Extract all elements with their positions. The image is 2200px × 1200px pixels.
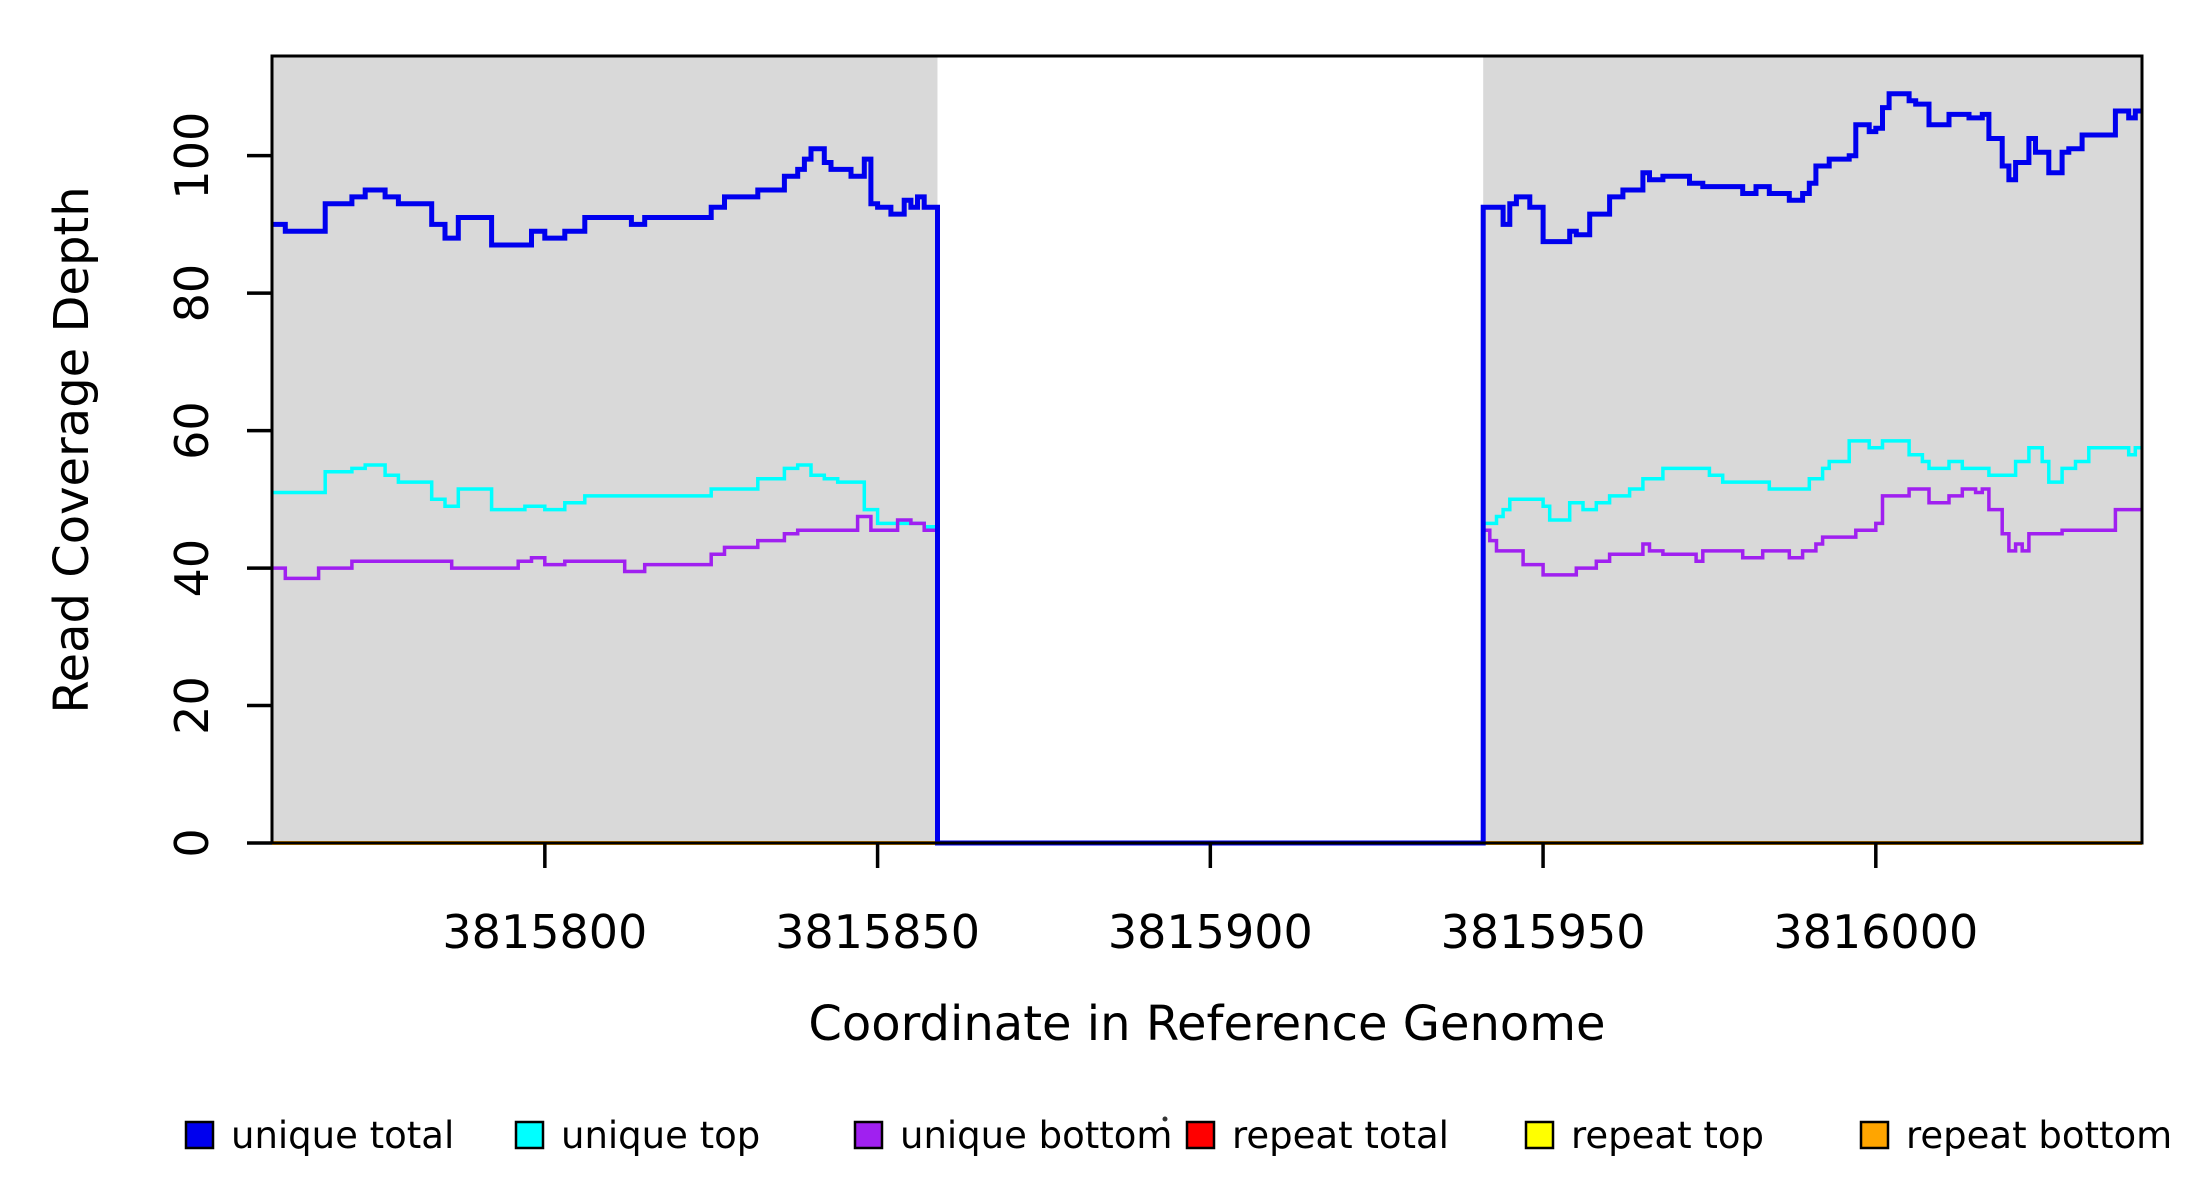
x-axis-tick-label: 3815900 [1108,905,1313,959]
legend-swatch-unique-bottom [853,1120,884,1150]
x-axis-tick-label: 3815950 [1441,905,1646,959]
legend-item: repeat total [1185,1114,1449,1157]
y-axis-title: Read Coverage Depth [44,186,100,713]
legend-label-unique-bottom: unique bottom [900,1114,1172,1157]
series-unique-bottom [272,487,2142,845]
legend-item: repeat top [1524,1114,1764,1157]
legend-label-repeat-bottom: repeat bottom [1906,1114,2172,1157]
legend-swatch-repeat-top [1524,1120,1555,1150]
stray-dot [1162,1116,1168,1122]
y-axis-tick-label: 80 [165,264,219,323]
background-regions [272,56,2142,843]
axes: 3815800 3815850 3815900 3815950 3816000 0 20 40… [165,112,1978,959]
y-axis-tick-label: 60 [165,401,219,460]
legend-item: unique bottom [853,1114,1172,1157]
y-axis-tick-label: 40 [165,539,219,598]
x-axis-tick-label: 3815850 [775,905,980,959]
legend-label-repeat-total: repeat total [1232,1114,1449,1157]
legend-label-unique-total: unique total [231,1114,454,1157]
legend-swatch-repeat-total [1185,1120,1216,1150]
legend-swatch-unique-total [184,1120,215,1150]
legend-swatch-repeat-bottom [1859,1120,1890,1150]
x-axis-tick-label: 3815800 [442,905,647,959]
x-axis-title: Coordinate in Reference Genome [808,996,1605,1052]
legend-item: unique top [514,1114,760,1157]
legend: unique total unique top unique bottom repea… [184,1114,2172,1157]
plot-border [270,54,2144,845]
legend-item: unique total [184,1114,454,1157]
y-axis-tick-label: 100 [165,112,219,200]
legend-item: repeat bottom [1859,1114,2172,1157]
series-unique-top [272,439,2142,845]
region-coverage-gap [937,56,1484,843]
y-axis-tick-label: 0 [165,828,219,857]
x-axis-tick-label: 3816000 [1773,905,1978,959]
y-axis-tick-label: 20 [165,676,219,735]
legend-label-unique-top: unique top [561,1114,760,1157]
legend-label-repeat-top: repeat top [1571,1114,1764,1157]
region-covered-left [272,56,938,843]
series-unique-total [272,91,2142,846]
legend-swatch-unique-top [514,1120,545,1150]
